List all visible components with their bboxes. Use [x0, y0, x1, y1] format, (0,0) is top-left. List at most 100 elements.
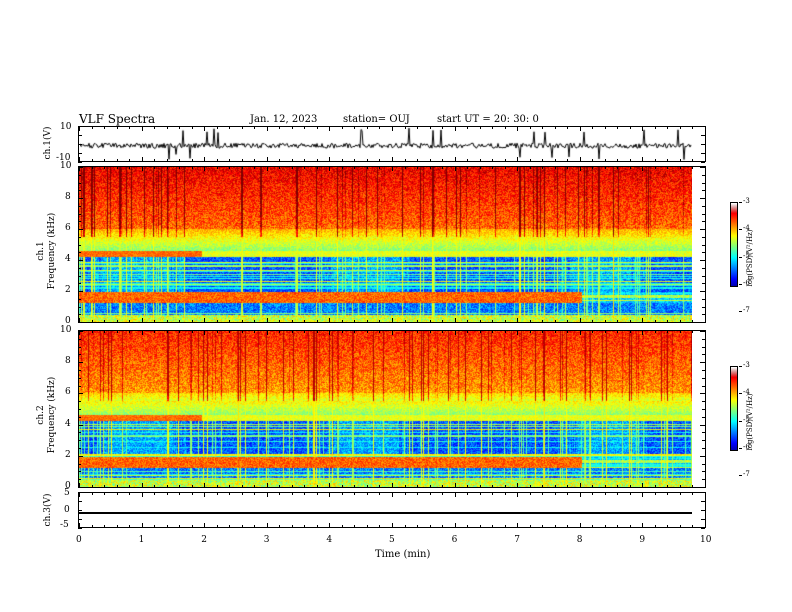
- tick-mark: [700, 424, 705, 426]
- tick-mark: [104, 525, 106, 528]
- ch1-colorbar-label: log(PSD)(V²/Hz): [746, 229, 754, 287]
- tick-mark: [91, 330, 93, 333]
- tick-mark: [404, 485, 406, 488]
- tick-mark: [702, 252, 705, 254]
- tick-mark: [304, 320, 306, 323]
- tick-mark: [116, 166, 118, 169]
- tick-mark: [542, 330, 544, 333]
- tick-mark: [702, 174, 705, 176]
- tick-mark: [642, 318, 644, 323]
- tick-mark: [702, 432, 705, 434]
- tick-mark: [154, 330, 156, 333]
- tick-mark: [141, 492, 143, 497]
- tick-mark: [78, 298, 81, 300]
- tick-mark: [341, 492, 343, 495]
- tick-mark: [592, 492, 594, 495]
- tick-mark: [366, 485, 368, 488]
- tick-mark: [701, 162, 705, 163]
- tick-mark: [354, 492, 356, 495]
- tick-mark: [629, 485, 631, 488]
- tick-mark: [542, 485, 544, 488]
- x-tick-label: 4: [326, 535, 333, 545]
- tick-mark: [454, 318, 456, 323]
- colorbar-tick: [739, 393, 742, 395]
- tick-mark: [166, 126, 168, 129]
- tick-mark: [392, 523, 393, 528]
- tick-mark: [442, 492, 444, 495]
- tick-mark: [78, 510, 82, 511]
- tick-mark: [542, 126, 544, 129]
- tick-mark: [304, 492, 306, 495]
- tick-mark: [79, 330, 80, 335]
- tick-mark: [417, 485, 419, 488]
- tick-mark: [291, 525, 293, 528]
- tick-mark: [141, 523, 143, 528]
- tick-mark: [379, 320, 381, 323]
- freq-tick-label: 0: [65, 316, 71, 326]
- tick-mark: [78, 409, 81, 410]
- tick-mark: [78, 283, 81, 285]
- tick-mark: [417, 320, 419, 323]
- tick-mark: [78, 213, 81, 215]
- tick-mark: [204, 523, 206, 528]
- tick-mark: [454, 330, 456, 335]
- tick-mark: [592, 525, 594, 528]
- tick-mark: [654, 525, 656, 528]
- tick-mark: [366, 166, 368, 169]
- ch1-ylabel-channel: ch.1: [36, 241, 46, 261]
- tick-mark: [567, 525, 569, 528]
- tick-mark: [702, 213, 705, 215]
- tick-mark: [316, 166, 318, 169]
- tick-mark: [79, 318, 80, 323]
- tick-mark: [229, 159, 231, 162]
- tick-mark: [702, 283, 705, 285]
- tick-mark: [154, 159, 156, 162]
- tick-mark: [78, 519, 82, 520]
- tick-mark: [179, 320, 181, 323]
- colorbar-tick-label: -6: [743, 442, 750, 451]
- tick-mark: [78, 229, 83, 230]
- tick-mark: [78, 153, 82, 154]
- tick-mark: [104, 485, 106, 488]
- tick-mark: [429, 525, 431, 528]
- tick-mark: [467, 492, 469, 495]
- tick-mark: [366, 159, 368, 162]
- tick-mark: [617, 492, 619, 495]
- tick-mark: [179, 159, 181, 162]
- tick-mark: [154, 525, 156, 528]
- tick-mark: [429, 485, 431, 488]
- tick-mark: [567, 159, 569, 162]
- tick-mark: [705, 126, 706, 131]
- tick-mark: [78, 205, 81, 207]
- tick-mark: [454, 492, 456, 497]
- tick-mark: [379, 485, 381, 488]
- tick-mark: [154, 320, 156, 323]
- tick-mark: [554, 159, 556, 162]
- tick-mark: [304, 126, 306, 129]
- tick-mark: [78, 198, 83, 199]
- tick-mark: [492, 485, 494, 488]
- tick-mark: [104, 330, 106, 333]
- tick-mark: [379, 492, 381, 495]
- tick-mark: [254, 330, 256, 333]
- tick-mark: [316, 485, 318, 488]
- tick-mark: [542, 525, 544, 528]
- tick-mark: [467, 126, 469, 129]
- tick-mark: [316, 320, 318, 323]
- tick-mark: [702, 236, 705, 238]
- tick-mark: [454, 523, 456, 528]
- date-label: Jan. 12, 2023: [250, 114, 318, 125]
- tick-mark: [254, 126, 256, 129]
- tick-mark: [667, 525, 669, 528]
- tick-mark: [379, 330, 381, 333]
- tick-mark: [529, 320, 531, 323]
- tick-mark: [116, 159, 118, 162]
- tick-mark: [191, 320, 193, 323]
- tick-mark: [517, 523, 519, 528]
- tick-mark: [316, 492, 318, 495]
- tick-mark: [404, 525, 406, 528]
- tick-mark: [78, 275, 81, 277]
- tick-mark: [667, 159, 669, 162]
- tick-mark: [78, 221, 81, 223]
- tick-mark: [442, 330, 444, 333]
